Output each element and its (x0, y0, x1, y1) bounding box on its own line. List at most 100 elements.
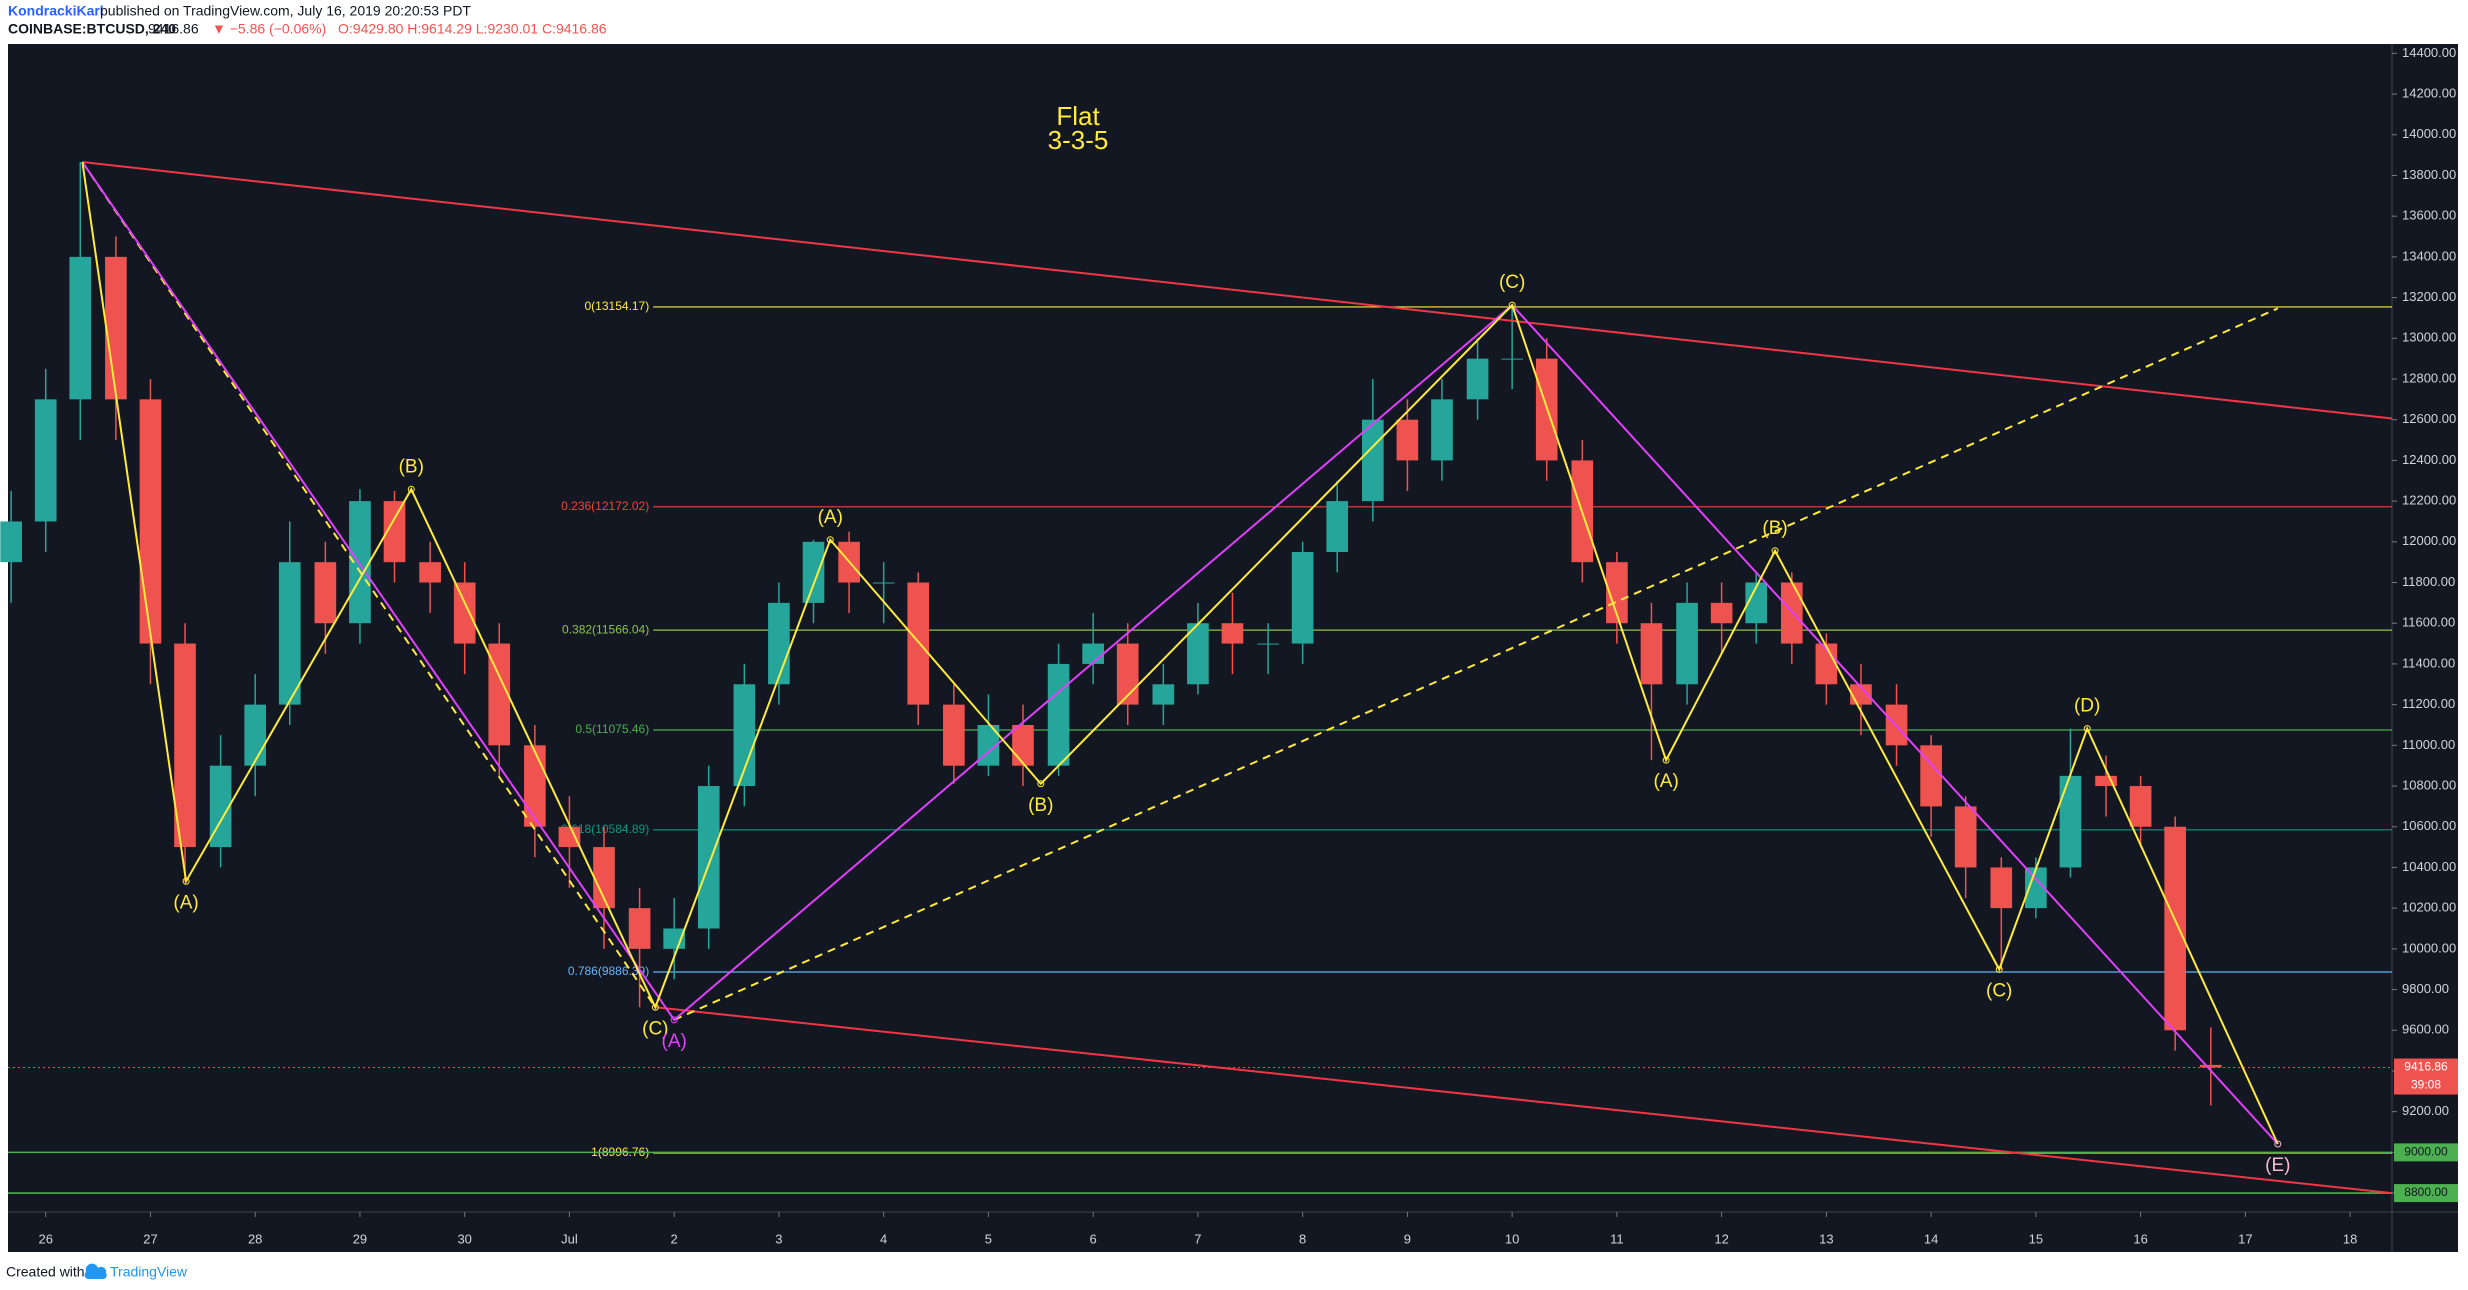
fib-label: 0.618(10584.89) (561, 822, 649, 836)
candle-body (1990, 867, 2013, 909)
price-tag (2394, 1184, 2458, 1203)
pivot-point (2274, 1140, 2282, 1148)
fib-label: 0.5(11075.46) (575, 722, 649, 736)
wave-label: (A) (1653, 771, 1678, 792)
candle-body (174, 643, 196, 848)
candle-body (278, 562, 301, 705)
trend-line (82, 161, 2393, 420)
x-tick-label: 10 (1505, 1231, 1519, 1246)
trend-line (673, 307, 2279, 1021)
candle-body (943, 704, 965, 766)
candle-body (34, 399, 57, 522)
y-tick-label: 10600.00 (2402, 818, 2456, 833)
candle-body (907, 582, 930, 705)
pivot-point (2083, 725, 2091, 733)
candle-body (1082, 643, 1104, 664)
x-tick-label: 15 (2029, 1231, 2043, 1246)
y-tick-label: 14200.00 (2402, 86, 2456, 101)
wave-label: (B) (399, 456, 424, 477)
candle-body (1221, 623, 1244, 644)
y-tick-label: 10400.00 (2402, 859, 2456, 874)
candle-body (488, 643, 511, 746)
candle-body (524, 745, 546, 827)
pivot-point (826, 536, 834, 544)
y-tick-label: 14400.00 (2402, 45, 2456, 60)
wave-label: (A) (818, 507, 843, 528)
x-tick-label: 2 (671, 1231, 678, 1246)
candle-body (802, 541, 825, 603)
price-tag-label: 9416.86 (2404, 1060, 2448, 1074)
countdown: 39:08 (2411, 1078, 2441, 1092)
candle-body (1606, 562, 1628, 624)
candle-body (2059, 775, 2082, 868)
fib-label: 0(13154.17) (585, 299, 650, 313)
change: ▼ −5.86 (−0.06%) (212, 21, 326, 37)
y-tick-label: 11200.00 (2402, 696, 2455, 711)
y-tick-label: 11400.00 (2402, 655, 2455, 670)
x-tick-label: 6 (1090, 1231, 1097, 1246)
x-tick-label: 7 (1194, 1231, 1201, 1246)
candle-body (872, 582, 895, 584)
candle-body (1047, 663, 1070, 766)
y-tick-label: 10800.00 (2402, 777, 2456, 792)
y-tick-label: 12000.00 (2402, 533, 2456, 548)
x-tick-label: 27 (143, 1231, 157, 1246)
x-tick-label: 28 (248, 1231, 262, 1246)
x-tick-label: 13 (1819, 1231, 1833, 1246)
footer-brand: TradingView (110, 1264, 188, 1280)
candle-body (1152, 684, 1175, 705)
y-tick-label: 12200.00 (2402, 493, 2456, 508)
y-tick-label: 11000.00 (2402, 737, 2455, 752)
pivot-point (182, 877, 190, 885)
candle-body (1710, 602, 1733, 624)
y-tick-label: 10000.00 (2402, 940, 2456, 955)
trend-line (81, 161, 2279, 1145)
published: published on TradingView.com, July 16, 2… (100, 3, 471, 19)
candle-body (1676, 602, 1698, 685)
x-tick-label: 26 (38, 1231, 52, 1246)
y-tick-label: 10200.00 (2402, 900, 2456, 915)
wave-label: (A) (662, 1031, 687, 1052)
candle-body (1012, 724, 1034, 766)
y-tick-label: 13600.00 (2402, 208, 2456, 223)
wave-label: (B) (1762, 518, 1787, 539)
ohlc: O:9429.80 H:9614.29 L:9230.01 C:9416.86 (338, 21, 607, 37)
candle-body (105, 256, 127, 400)
wave-label: (E) (2265, 1155, 2290, 1176)
candle-body (1745, 582, 1768, 624)
y-tick-label: 13400.00 (2402, 248, 2456, 263)
y-tick-label: 9600.00 (2402, 1022, 2449, 1037)
y-tick-label: 13000.00 (2402, 330, 2456, 345)
pivot-point (1771, 547, 1779, 555)
trend-line (81, 161, 657, 1008)
pivot-point (670, 1016, 678, 1024)
author: KondrackiKarl (8, 3, 104, 19)
x-tick-label: 4 (880, 1231, 887, 1246)
candle-body (1326, 501, 1349, 552)
trend-line (81, 161, 2279, 1145)
wave-label: (D) (2074, 696, 2100, 717)
candle-body (69, 256, 92, 400)
candle-body (453, 582, 476, 644)
candle-body (383, 501, 406, 563)
candle-body (1362, 419, 1384, 502)
candle-body (1780, 582, 1803, 644)
candle-body (593, 847, 615, 909)
chart-subtitle: 3-3-5 (1048, 125, 1109, 155)
price-tag-label: 9000.00 (2404, 1145, 2448, 1159)
footer-text: Created with (6, 1264, 85, 1280)
candle-body (697, 786, 720, 929)
y-tick-label: 13200.00 (2402, 289, 2456, 304)
last-price: 9416.86 (148, 21, 199, 37)
candle-body (768, 602, 790, 685)
candle-body (558, 826, 581, 848)
candle-body (2164, 826, 2187, 1031)
candle-body (209, 765, 232, 848)
wave-label: (C) (642, 1018, 668, 1039)
y-tick-label: 12400.00 (2402, 452, 2456, 467)
price-tag (2394, 1143, 2458, 1162)
candle-body (314, 562, 337, 624)
x-tick-label: Jul (561, 1231, 578, 1246)
candle-body (1640, 623, 1663, 685)
